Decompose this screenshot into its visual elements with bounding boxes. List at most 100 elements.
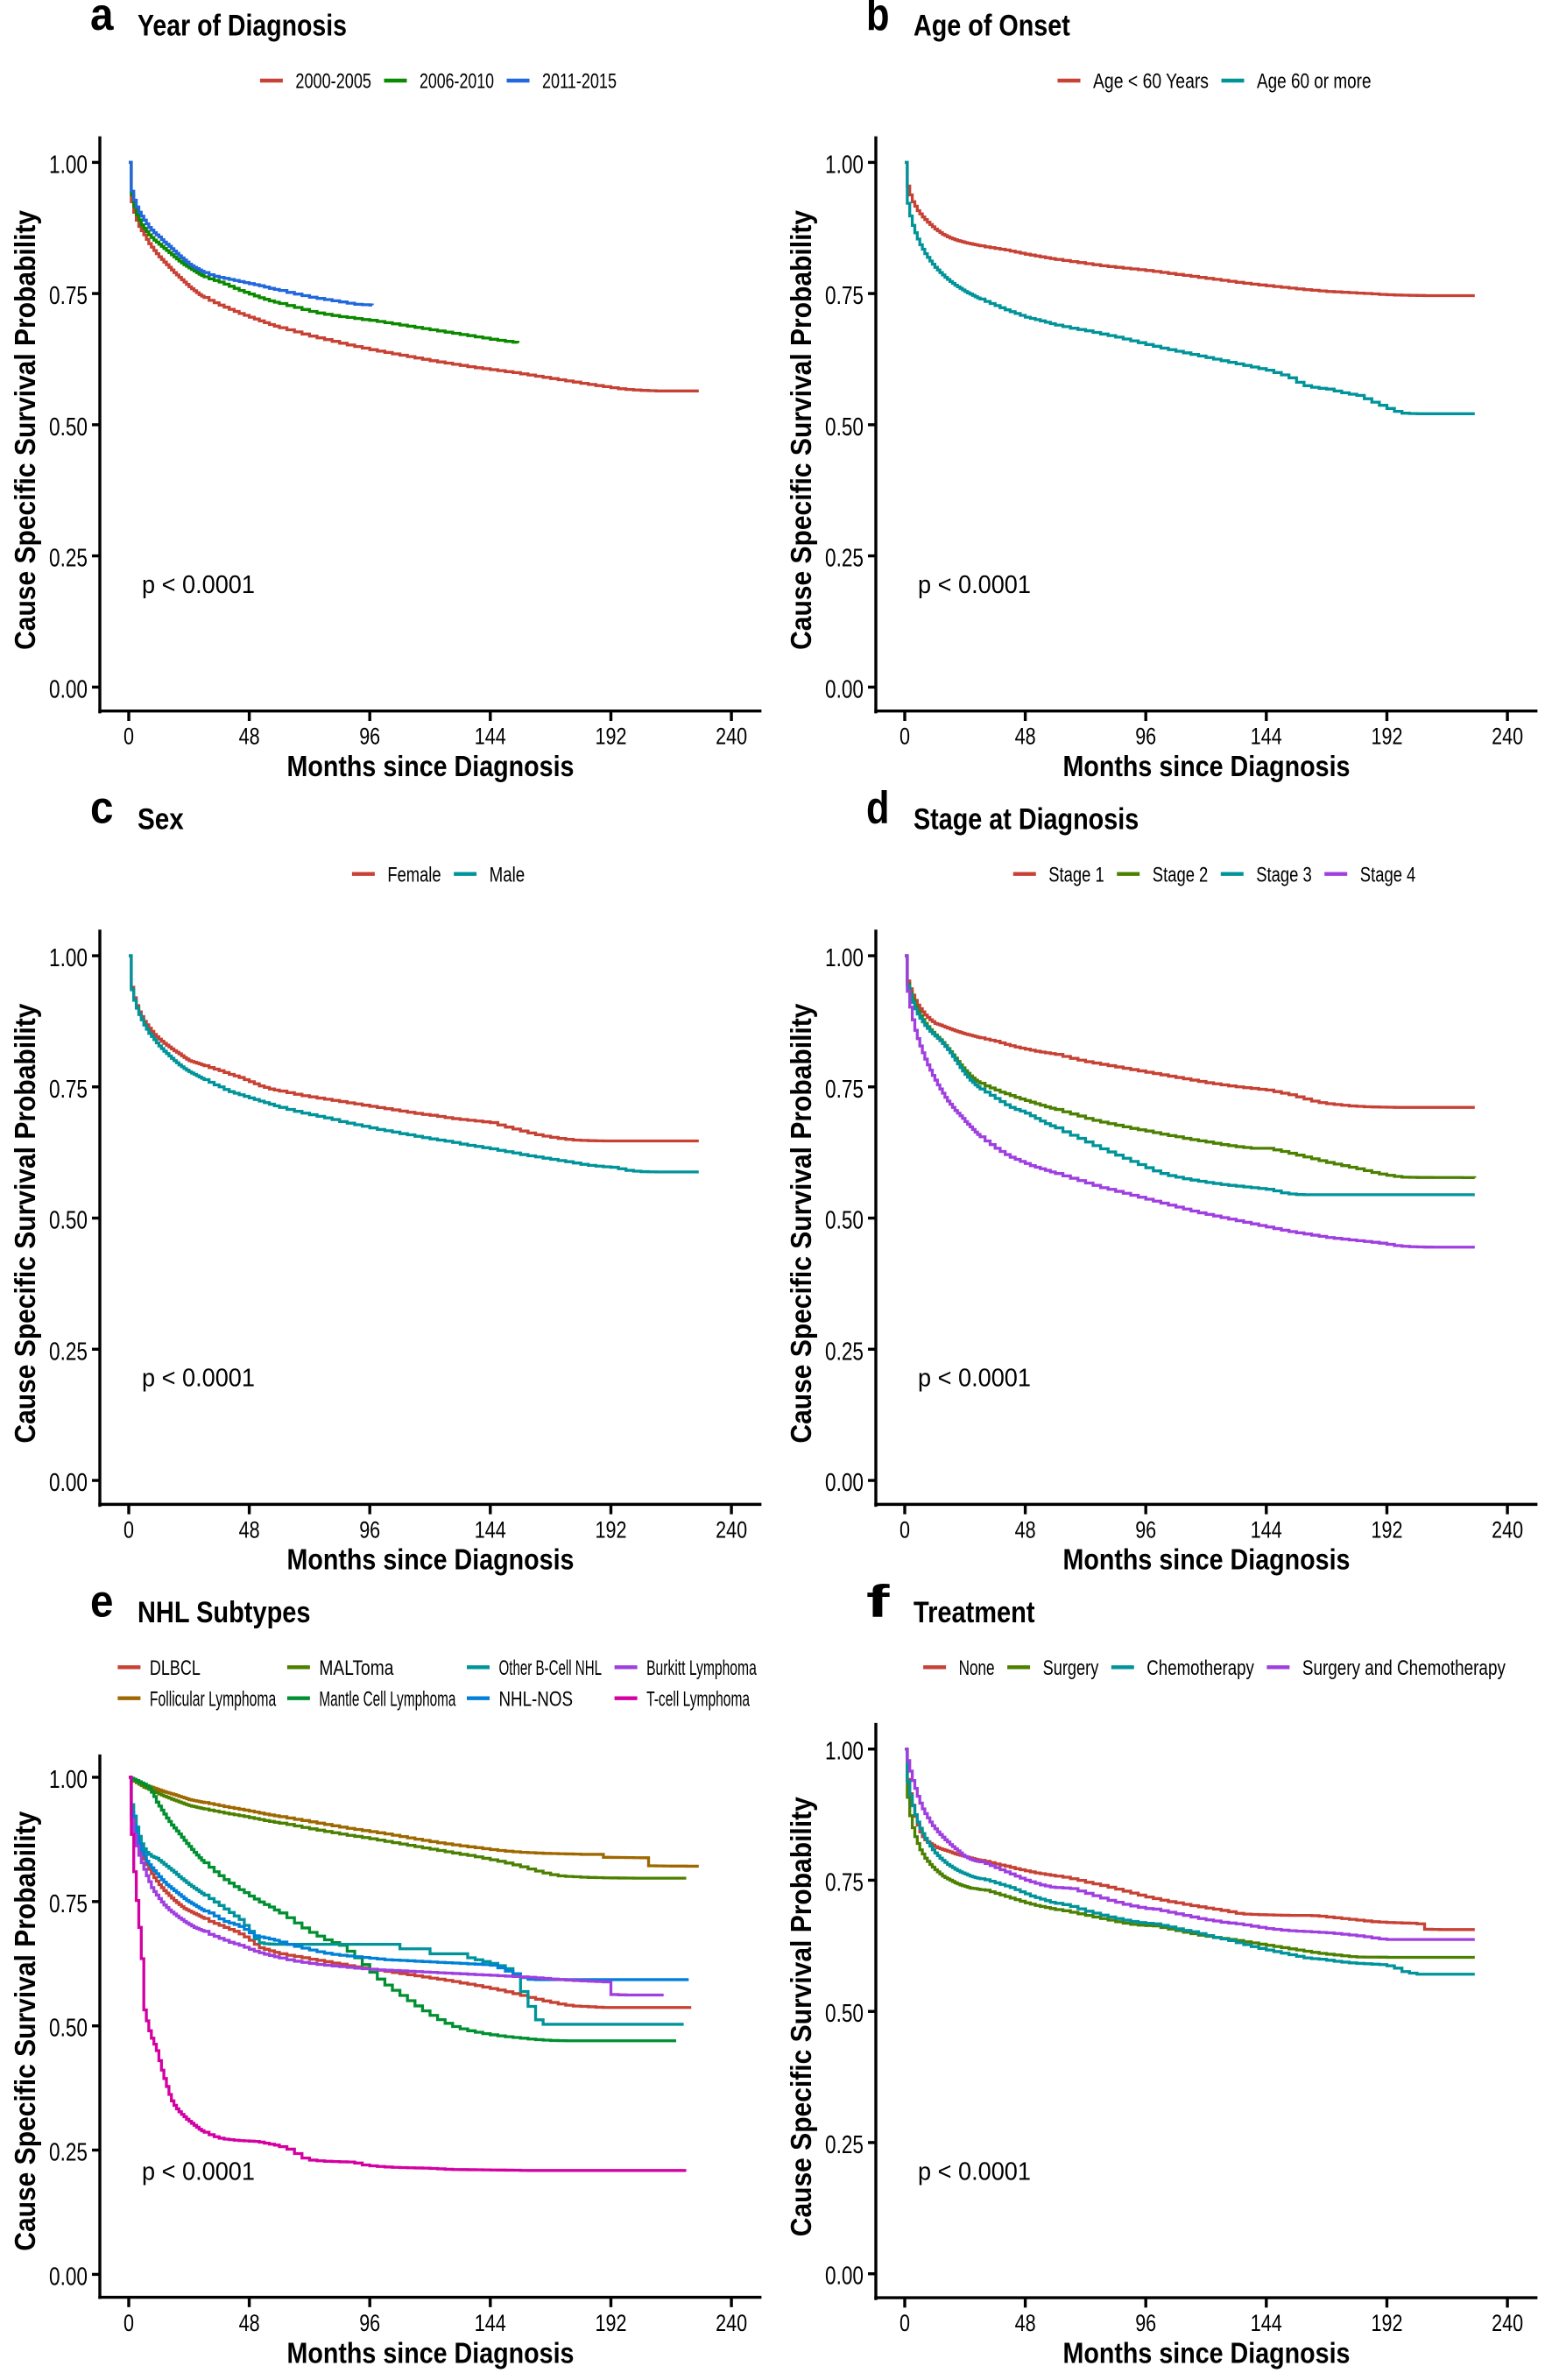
svg-text:1.00: 1.00 — [49, 151, 88, 179]
svg-text:c: c — [90, 783, 114, 834]
svg-text:0.75: 0.75 — [825, 1868, 864, 1896]
svg-text:144: 144 — [475, 1516, 506, 1543]
svg-text:Cause Specific Survival Probab: Cause Specific Survival Probability — [9, 1003, 41, 1444]
svg-text:1.00: 1.00 — [49, 944, 88, 972]
svg-text:Months since Diagnosis: Months since Diagnosis — [1063, 750, 1351, 782]
svg-text:0.50: 0.50 — [825, 413, 864, 441]
svg-text:Male: Male — [490, 863, 526, 886]
svg-text:0.25: 0.25 — [825, 545, 864, 573]
svg-text:0: 0 — [899, 2310, 910, 2336]
svg-text:0.25: 0.25 — [49, 1338, 88, 1366]
svg-text:0.50: 0.50 — [49, 413, 88, 441]
svg-text:Female: Female — [387, 863, 441, 886]
svg-text:0.25: 0.25 — [825, 2131, 864, 2159]
svg-text:f: f — [866, 1576, 891, 1627]
svg-text:96: 96 — [359, 724, 380, 750]
svg-text:Cause Specific Survival Probab: Cause Specific Survival Probability — [785, 1797, 817, 2237]
svg-text:48: 48 — [1015, 2310, 1036, 2336]
svg-text:0.00: 0.00 — [825, 2263, 864, 2291]
svg-text:0: 0 — [123, 1516, 134, 1543]
svg-text:b: b — [866, 0, 890, 40]
svg-text:192: 192 — [1372, 2310, 1403, 2336]
svg-text:144: 144 — [1251, 2310, 1282, 2336]
svg-text:144: 144 — [475, 724, 506, 750]
svg-text:1.00: 1.00 — [825, 1738, 864, 1766]
svg-text:NHL Subtypes: NHL Subtypes — [138, 1596, 311, 1629]
svg-text:0.75: 0.75 — [49, 282, 88, 310]
svg-text:NHL-NOS: NHL-NOS — [499, 1687, 574, 1711]
svg-text:2011-2015: 2011-2015 — [542, 70, 617, 94]
svg-text:144: 144 — [475, 2310, 506, 2336]
svg-text:p < 0.0001: p < 0.0001 — [142, 1365, 255, 1393]
svg-text:p < 0.0001: p < 0.0001 — [918, 1365, 1031, 1393]
svg-text:a: a — [90, 0, 114, 40]
svg-text:Follicular Lymphoma: Follicular Lymphoma — [150, 1687, 277, 1711]
svg-text:0: 0 — [123, 724, 134, 750]
svg-text:192: 192 — [596, 2310, 627, 2336]
svg-text:48: 48 — [1015, 724, 1036, 750]
svg-text:Stage 4: Stage 4 — [1360, 863, 1416, 886]
svg-text:Other B-Cell NHL: Other B-Cell NHL — [499, 1656, 603, 1680]
svg-text:240: 240 — [716, 2310, 747, 2336]
svg-text:96: 96 — [1135, 2310, 1156, 2336]
svg-text:96: 96 — [1135, 1516, 1156, 1543]
svg-text:1.00: 1.00 — [825, 151, 864, 179]
svg-text:Year of Diagnosis: Year of Diagnosis — [138, 10, 347, 43]
svg-text:None: None — [959, 1656, 995, 1680]
svg-text:48: 48 — [239, 724, 260, 750]
svg-text:Sex: Sex — [138, 802, 184, 836]
svg-text:192: 192 — [1372, 1516, 1403, 1543]
svg-text:Stage at Diagnosis: Stage at Diagnosis — [914, 802, 1139, 836]
svg-text:0.00: 0.00 — [49, 675, 88, 703]
svg-text:T-cell Lymphoma: T-cell Lymphoma — [646, 1687, 750, 1711]
svg-text:p < 0.0001: p < 0.0001 — [142, 2158, 255, 2186]
svg-text:0.75: 0.75 — [49, 1890, 88, 1918]
svg-text:0.50: 0.50 — [49, 1207, 88, 1235]
svg-text:0.75: 0.75 — [825, 1076, 864, 1104]
svg-text:0.00: 0.00 — [49, 2263, 88, 2291]
svg-text:0.00: 0.00 — [825, 1469, 864, 1497]
svg-text:0.00: 0.00 — [49, 1469, 88, 1497]
svg-text:240: 240 — [1492, 724, 1523, 750]
svg-text:Months since Diagnosis: Months since Diagnosis — [1063, 2336, 1351, 2369]
svg-text:144: 144 — [1251, 724, 1282, 750]
svg-text:Surgery and Chemotherapy: Surgery and Chemotherapy — [1302, 1656, 1506, 1680]
svg-text:d: d — [866, 783, 890, 834]
svg-text:2006-2010: 2006-2010 — [420, 70, 494, 94]
svg-text:Treatment: Treatment — [914, 1596, 1035, 1629]
svg-text:Months since Diagnosis: Months since Diagnosis — [287, 2336, 575, 2369]
svg-text:0.75: 0.75 — [825, 282, 864, 310]
svg-text:144: 144 — [1251, 1516, 1282, 1543]
svg-text:Months since Diagnosis: Months since Diagnosis — [1063, 1543, 1351, 1576]
svg-text:96: 96 — [1135, 724, 1156, 750]
svg-text:96: 96 — [359, 2310, 380, 2336]
svg-text:192: 192 — [596, 1516, 627, 1543]
svg-text:Cause Specific Survival Probab: Cause Specific Survival Probability — [9, 209, 41, 650]
svg-text:1.00: 1.00 — [825, 944, 864, 972]
svg-text:48: 48 — [239, 2310, 260, 2336]
svg-text:0: 0 — [899, 1516, 910, 1543]
svg-text:Burkitt Lymphoma: Burkitt Lymphoma — [646, 1656, 757, 1680]
svg-text:240: 240 — [1492, 1516, 1523, 1543]
svg-text:Mantle Cell Lymphoma: Mantle Cell Lymphoma — [319, 1687, 455, 1711]
svg-text:0: 0 — [899, 724, 910, 750]
svg-text:Age < 60 Years: Age < 60 Years — [1093, 70, 1209, 94]
svg-text:Stage 2: Stage 2 — [1153, 863, 1209, 886]
svg-text:Cause Specific Survival Probab: Cause Specific Survival Probability — [785, 1003, 817, 1444]
svg-text:0: 0 — [123, 2310, 134, 2336]
svg-text:Months since Diagnosis: Months since Diagnosis — [287, 1543, 575, 1576]
svg-text:Chemotherapy: Chemotherapy — [1146, 1656, 1254, 1680]
svg-text:Cause Specific Survival Probab: Cause Specific Survival Probability — [785, 209, 817, 650]
svg-text:Surgery: Surgery — [1043, 1656, 1099, 1680]
svg-text:48: 48 — [239, 1516, 260, 1543]
svg-text:MALToma: MALToma — [319, 1656, 394, 1680]
svg-text:DLBCL: DLBCL — [150, 1656, 201, 1680]
svg-text:0.25: 0.25 — [49, 2139, 88, 2167]
svg-text:0.25: 0.25 — [49, 545, 88, 573]
svg-text:1.00: 1.00 — [49, 1766, 88, 1794]
svg-text:Stage 1: Stage 1 — [1048, 863, 1104, 886]
svg-text:p < 0.0001: p < 0.0001 — [918, 571, 1031, 599]
svg-text:0.75: 0.75 — [49, 1076, 88, 1104]
svg-text:240: 240 — [716, 1516, 747, 1543]
svg-text:Stage 3: Stage 3 — [1256, 863, 1312, 886]
